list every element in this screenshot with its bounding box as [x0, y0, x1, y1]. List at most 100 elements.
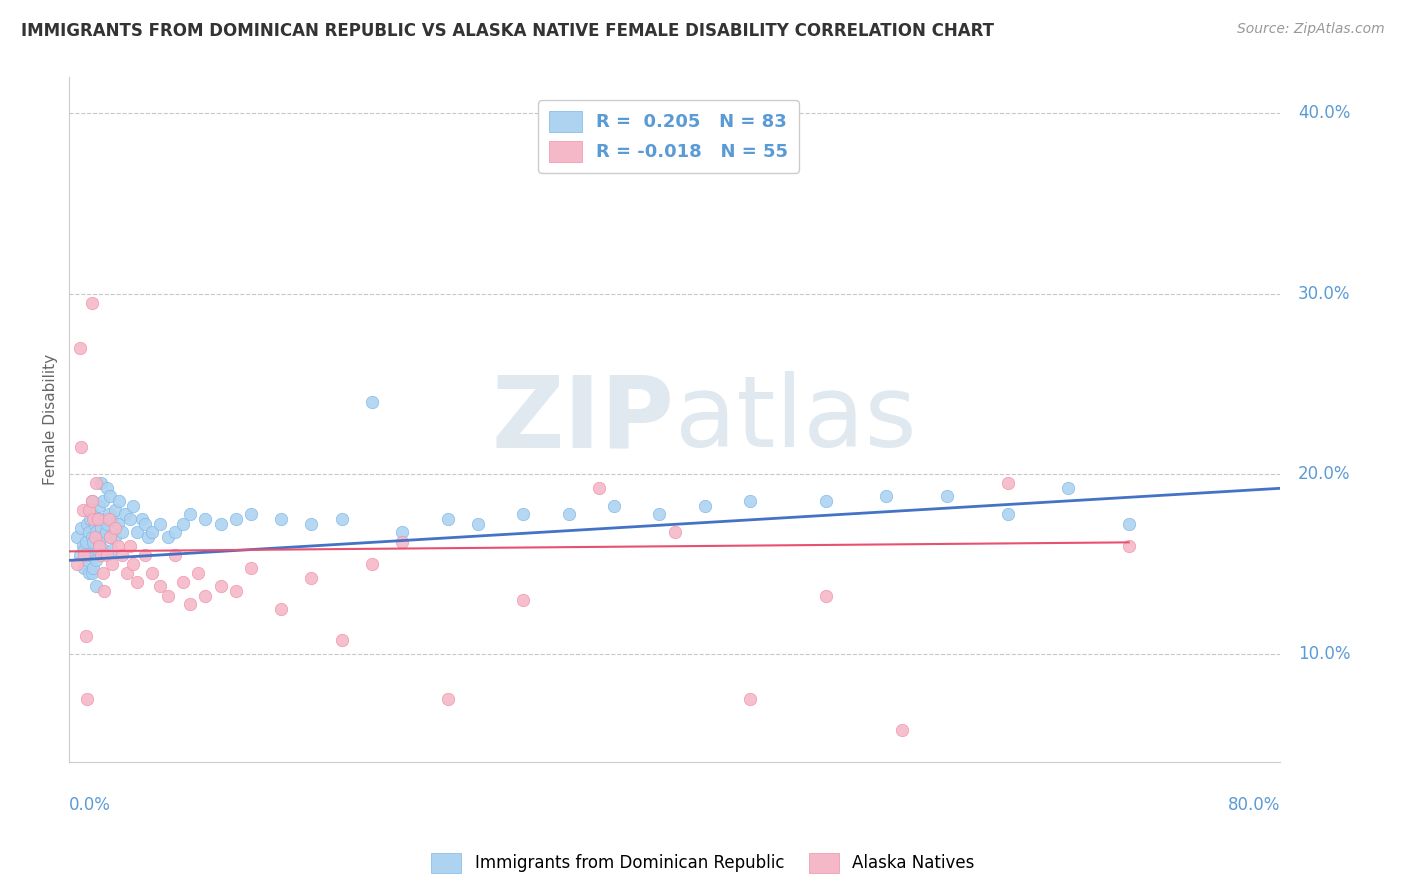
Point — [361, 394, 384, 409]
Point — [82, 512, 104, 526]
Point — [187, 566, 209, 580]
Point — [436, 512, 458, 526]
Point — [79, 548, 101, 562]
Point — [90, 548, 112, 562]
Point — [270, 602, 292, 616]
Point — [97, 507, 120, 521]
Point — [89, 539, 111, 553]
Text: Source: ZipAtlas.com: Source: ZipAtlas.com — [1237, 22, 1385, 37]
Point — [270, 512, 292, 526]
Text: 80.0%: 80.0% — [1227, 797, 1279, 814]
Point — [179, 597, 201, 611]
Point — [98, 530, 121, 544]
Point — [69, 548, 91, 562]
Point — [87, 542, 110, 557]
Point — [239, 507, 262, 521]
Point — [127, 574, 149, 589]
Point — [93, 542, 115, 557]
Point — [82, 560, 104, 574]
Point — [91, 494, 114, 508]
Point — [75, 629, 97, 643]
Point — [121, 500, 143, 514]
Point — [72, 503, 94, 517]
Point — [299, 571, 322, 585]
Point — [512, 593, 534, 607]
Point — [814, 590, 837, 604]
Point — [77, 566, 100, 580]
Point — [104, 530, 127, 544]
Legend: R =  0.205   N = 83, R = -0.018   N = 55: R = 0.205 N = 83, R = -0.018 N = 55 — [538, 100, 799, 172]
Point — [194, 590, 217, 604]
Point — [299, 517, 322, 532]
Point — [108, 494, 131, 508]
Point — [97, 512, 120, 526]
Point — [1118, 517, 1140, 532]
Point — [131, 512, 153, 526]
Point — [467, 517, 489, 532]
Point — [70, 521, 93, 535]
Point — [588, 481, 610, 495]
Point — [76, 517, 98, 532]
Point — [114, 507, 136, 521]
Point — [239, 560, 262, 574]
Point — [225, 512, 247, 526]
Point — [73, 560, 96, 574]
Point — [118, 512, 141, 526]
Point — [91, 566, 114, 580]
Point — [89, 535, 111, 549]
Point — [72, 539, 94, 553]
Point — [141, 566, 163, 580]
Point — [80, 494, 103, 508]
Point — [557, 507, 579, 521]
Point — [79, 512, 101, 526]
Point — [512, 507, 534, 521]
Point — [127, 524, 149, 539]
Point — [179, 507, 201, 521]
Point — [209, 517, 232, 532]
Point — [96, 481, 118, 495]
Point — [876, 489, 898, 503]
Point — [740, 494, 762, 508]
Point — [693, 500, 716, 514]
Point — [96, 517, 118, 532]
Point — [87, 512, 110, 526]
Point — [93, 584, 115, 599]
Point — [73, 542, 96, 557]
Point — [141, 524, 163, 539]
Point — [107, 539, 129, 553]
Point — [96, 548, 118, 562]
Point — [740, 692, 762, 706]
Point — [84, 530, 107, 544]
Point — [111, 524, 134, 539]
Point — [82, 507, 104, 521]
Point — [997, 507, 1019, 521]
Point — [91, 530, 114, 544]
Point — [165, 524, 187, 539]
Point — [936, 489, 959, 503]
Point — [156, 530, 179, 544]
Point — [111, 548, 134, 562]
Point — [86, 475, 108, 490]
Point — [664, 524, 686, 539]
Point — [997, 475, 1019, 490]
Point — [100, 542, 122, 557]
Point — [69, 341, 91, 355]
Point — [70, 440, 93, 454]
Point — [66, 557, 89, 571]
Point — [90, 521, 112, 535]
Point — [391, 535, 413, 549]
Text: ZIP: ZIP — [492, 371, 675, 468]
Text: 10.0%: 10.0% — [1298, 645, 1351, 663]
Text: 20.0%: 20.0% — [1298, 465, 1351, 483]
Point — [156, 590, 179, 604]
Point — [194, 512, 217, 526]
Point — [73, 548, 96, 562]
Point — [104, 503, 127, 517]
Point — [98, 489, 121, 503]
Y-axis label: Female Disability: Female Disability — [44, 354, 58, 485]
Point — [330, 512, 353, 526]
Point — [86, 579, 108, 593]
Legend: Immigrants from Dominican Republic, Alaska Natives: Immigrants from Dominican Republic, Alas… — [425, 847, 981, 880]
Point — [86, 553, 108, 567]
Point — [80, 295, 103, 310]
